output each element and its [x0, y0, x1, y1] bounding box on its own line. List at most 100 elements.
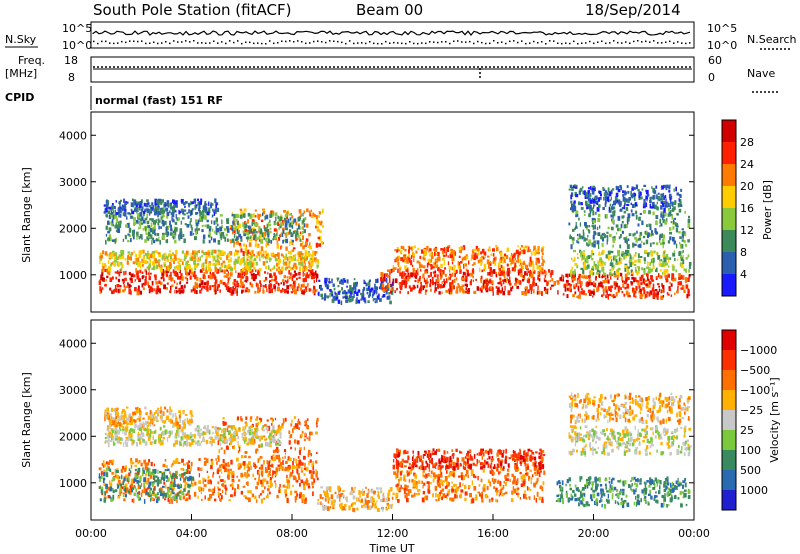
- range-cell: [163, 478, 166, 482]
- range-cell: [316, 264, 319, 269]
- range-cell: [104, 497, 106, 500]
- range-cell: [214, 198, 217, 204]
- range-cell: [228, 287, 231, 293]
- range-cell: [414, 279, 417, 283]
- nsearch-point: [265, 43, 267, 45]
- range-cell: [119, 483, 123, 487]
- range-cell: [160, 477, 163, 481]
- range-cell: [291, 267, 294, 270]
- range-cell: [254, 463, 257, 469]
- range-cell: [308, 436, 311, 441]
- range-cell: [247, 466, 250, 472]
- range-cell: [329, 293, 331, 298]
- range-cell: [317, 228, 319, 233]
- freq-label-2: [MHz]: [5, 67, 37, 80]
- range-cell: [252, 259, 254, 263]
- range-cell: [161, 493, 165, 497]
- range-cell: [148, 494, 152, 498]
- range-cell: [247, 481, 249, 486]
- range-cell: [114, 252, 117, 257]
- range-cell: [229, 287, 232, 291]
- range-cell: [518, 251, 521, 254]
- range-cell: [679, 236, 682, 239]
- range-cell: [380, 277, 383, 282]
- range-cell: [139, 265, 142, 269]
- range-cell: [326, 295, 330, 299]
- range-cell: [538, 278, 541, 282]
- range-cell: [267, 474, 270, 478]
- range-cell: [215, 458, 217, 461]
- colorbar-label: 4: [740, 268, 747, 281]
- range-cell: [612, 294, 615, 299]
- range-cell: [100, 471, 103, 476]
- range-cell: [124, 202, 128, 205]
- range-cell: [590, 282, 594, 286]
- range-cell: [209, 262, 211, 266]
- range-cell: [390, 289, 392, 294]
- range-cell: [236, 475, 238, 479]
- range-cell: [648, 291, 651, 297]
- range-cell: [140, 250, 142, 256]
- range-cell: [142, 249, 145, 254]
- range-cell: [577, 256, 579, 259]
- range-cell: [140, 222, 144, 225]
- range-cell: [232, 229, 236, 234]
- range-cell: [269, 283, 273, 288]
- range-cell: [198, 473, 200, 478]
- range-cell: [286, 232, 288, 237]
- range-cell: [483, 251, 487, 256]
- range-cell: [593, 230, 596, 236]
- range-cell: [283, 239, 286, 242]
- range-cell: [315, 274, 319, 279]
- range-cell: [288, 264, 290, 269]
- range-cell: [175, 213, 177, 219]
- range-cell: [603, 232, 605, 236]
- range-cell: [617, 201, 620, 205]
- range-cell: [657, 283, 660, 286]
- range-cell: [465, 279, 468, 283]
- range-cell: [490, 261, 492, 264]
- range-cell: [239, 245, 242, 248]
- nsearch-point: [153, 41, 155, 43]
- range-cell: [297, 420, 301, 425]
- range-cell: [245, 277, 249, 281]
- range-cell: [499, 278, 502, 283]
- range-cell: [510, 255, 513, 260]
- range-cell: [161, 473, 164, 478]
- range-cell: [140, 261, 143, 264]
- range-cell: [680, 274, 683, 280]
- range-cell: [250, 428, 253, 433]
- nsearch-point: [289, 40, 291, 42]
- range-cell: [673, 250, 676, 253]
- range-cell: [124, 483, 128, 489]
- range-cell: [154, 198, 157, 204]
- range-cell: [642, 209, 646, 214]
- range-cell: [506, 271, 509, 276]
- range-cell: [461, 257, 464, 262]
- range-cell: [543, 286, 547, 292]
- range-cell: [302, 462, 304, 466]
- range-cell: [178, 237, 181, 241]
- range-cell: [488, 247, 491, 252]
- range-cell: [305, 420, 308, 425]
- range-cell: [102, 464, 105, 468]
- range-cell: [119, 285, 122, 288]
- range-cell: [107, 220, 110, 225]
- range-cell: [607, 226, 610, 230]
- range-cell: [151, 472, 154, 475]
- range-cell: [646, 199, 648, 202]
- range-cell: [408, 246, 411, 250]
- range-cell: [155, 260, 159, 264]
- range-cell: [289, 241, 291, 247]
- date-title: 18/Sep/2014: [585, 1, 681, 19]
- range-cell: [146, 213, 148, 219]
- range-cell: [289, 284, 292, 287]
- range-cell: [407, 274, 410, 279]
- range-cell: [435, 248, 438, 253]
- range-cell: [262, 255, 265, 259]
- nsearch-point: [121, 40, 123, 43]
- range-cell: [162, 495, 165, 499]
- range-cell: [451, 284, 455, 290]
- range-cell: [310, 474, 314, 480]
- range-cell: [444, 273, 447, 277]
